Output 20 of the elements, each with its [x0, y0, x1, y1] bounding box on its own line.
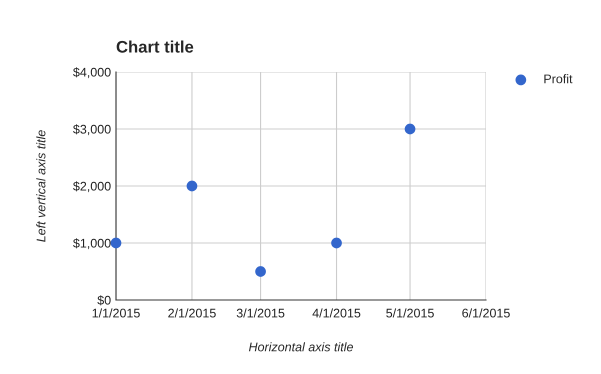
- point: [331, 238, 342, 248]
- y-tick-label: $0: [97, 295, 111, 306]
- y-tick-label: $4,000: [73, 67, 111, 78]
- x-tick-label: 1/1/2015: [92, 308, 140, 318]
- x-tick-label: 4/1/2015: [312, 308, 360, 318]
- x-axis-title: Horizontal axis title: [248, 342, 353, 352]
- point: [255, 266, 266, 277]
- point: [110, 238, 122, 248]
- point: [186, 180, 198, 192]
- chart-title: Chart title: [116, 40, 194, 53]
- x-tick-label: 3/1/2015: [236, 308, 284, 318]
- y-tick-label: $2,000: [73, 181, 111, 192]
- y-tick-label: $3,000: [73, 124, 111, 136]
- y-axis-title: Left vertical axis title: [36, 130, 46, 242]
- x-tick-label: 2/1/2015: [168, 308, 216, 318]
- point: [404, 124, 416, 134]
- y-tick-label: $1,000: [73, 238, 111, 250]
- x-tick-label: 6/1/2015: [462, 308, 510, 318]
- x-tick-label: 5/1/2015: [386, 308, 434, 318]
- legend-label: Profit: [544, 74, 572, 84]
